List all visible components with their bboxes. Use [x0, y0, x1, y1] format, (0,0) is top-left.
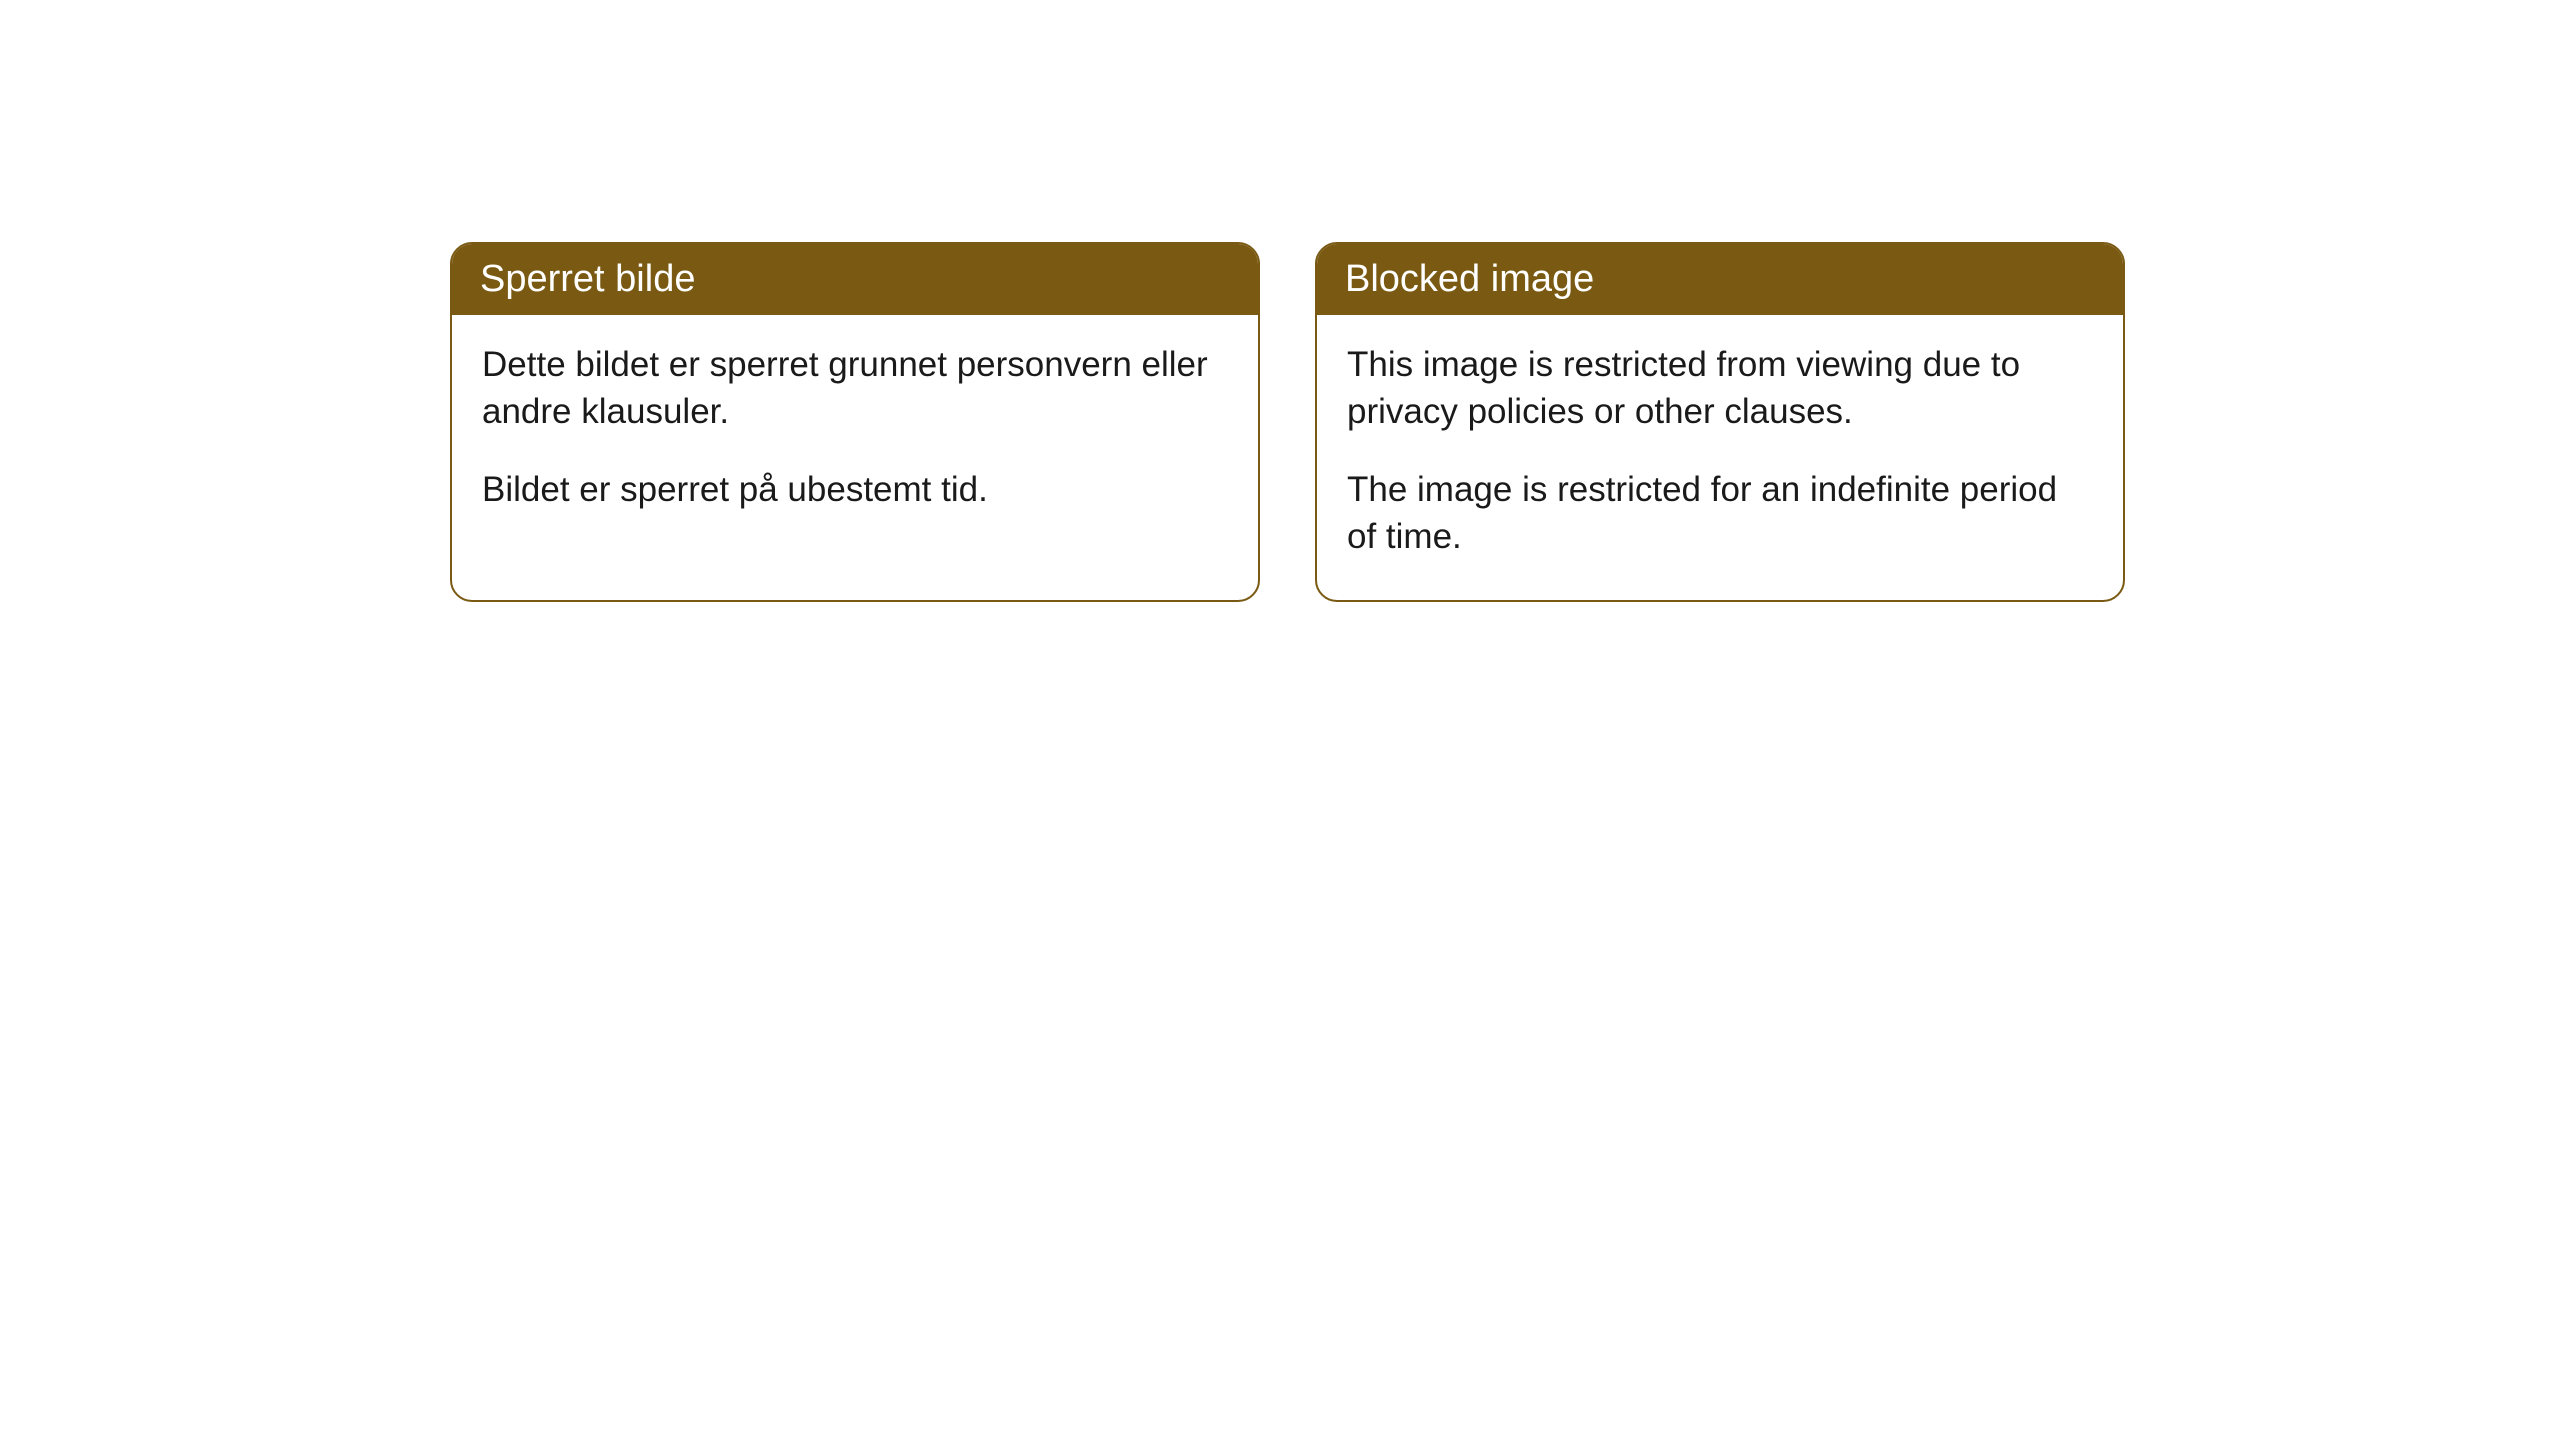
notice-card-norwegian: Sperret bilde Dette bildet er sperret gr…: [450, 242, 1260, 602]
card-title: Blocked image: [1345, 258, 1594, 300]
card-paragraph: The image is restricted for an indefinit…: [1347, 466, 2093, 561]
card-title: Sperret bilde: [480, 258, 695, 300]
card-paragraph: Bildet er sperret på ubestemt tid.: [482, 466, 1228, 513]
card-header-english: Blocked image: [1317, 244, 2123, 315]
card-header-norwegian: Sperret bilde: [452, 244, 1258, 315]
notice-cards-container: Sperret bilde Dette bildet er sperret gr…: [450, 242, 2125, 602]
card-body-norwegian: Dette bildet er sperret grunnet personve…: [452, 315, 1258, 553]
card-body-english: This image is restricted from viewing du…: [1317, 315, 2123, 600]
notice-card-english: Blocked image This image is restricted f…: [1315, 242, 2125, 602]
card-paragraph: Dette bildet er sperret grunnet personve…: [482, 341, 1228, 436]
card-paragraph: This image is restricted from viewing du…: [1347, 341, 2093, 436]
